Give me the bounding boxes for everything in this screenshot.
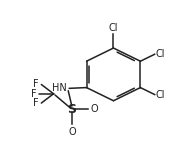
Text: S: S — [67, 103, 76, 116]
Text: Cl: Cl — [156, 49, 165, 59]
Text: Cl: Cl — [156, 90, 165, 100]
Text: Cl: Cl — [109, 23, 118, 33]
Text: O: O — [68, 127, 76, 137]
Text: F: F — [31, 89, 37, 99]
Text: F: F — [33, 80, 39, 89]
Text: F: F — [33, 98, 39, 108]
Text: O: O — [91, 104, 98, 114]
Text: HN: HN — [52, 83, 66, 93]
